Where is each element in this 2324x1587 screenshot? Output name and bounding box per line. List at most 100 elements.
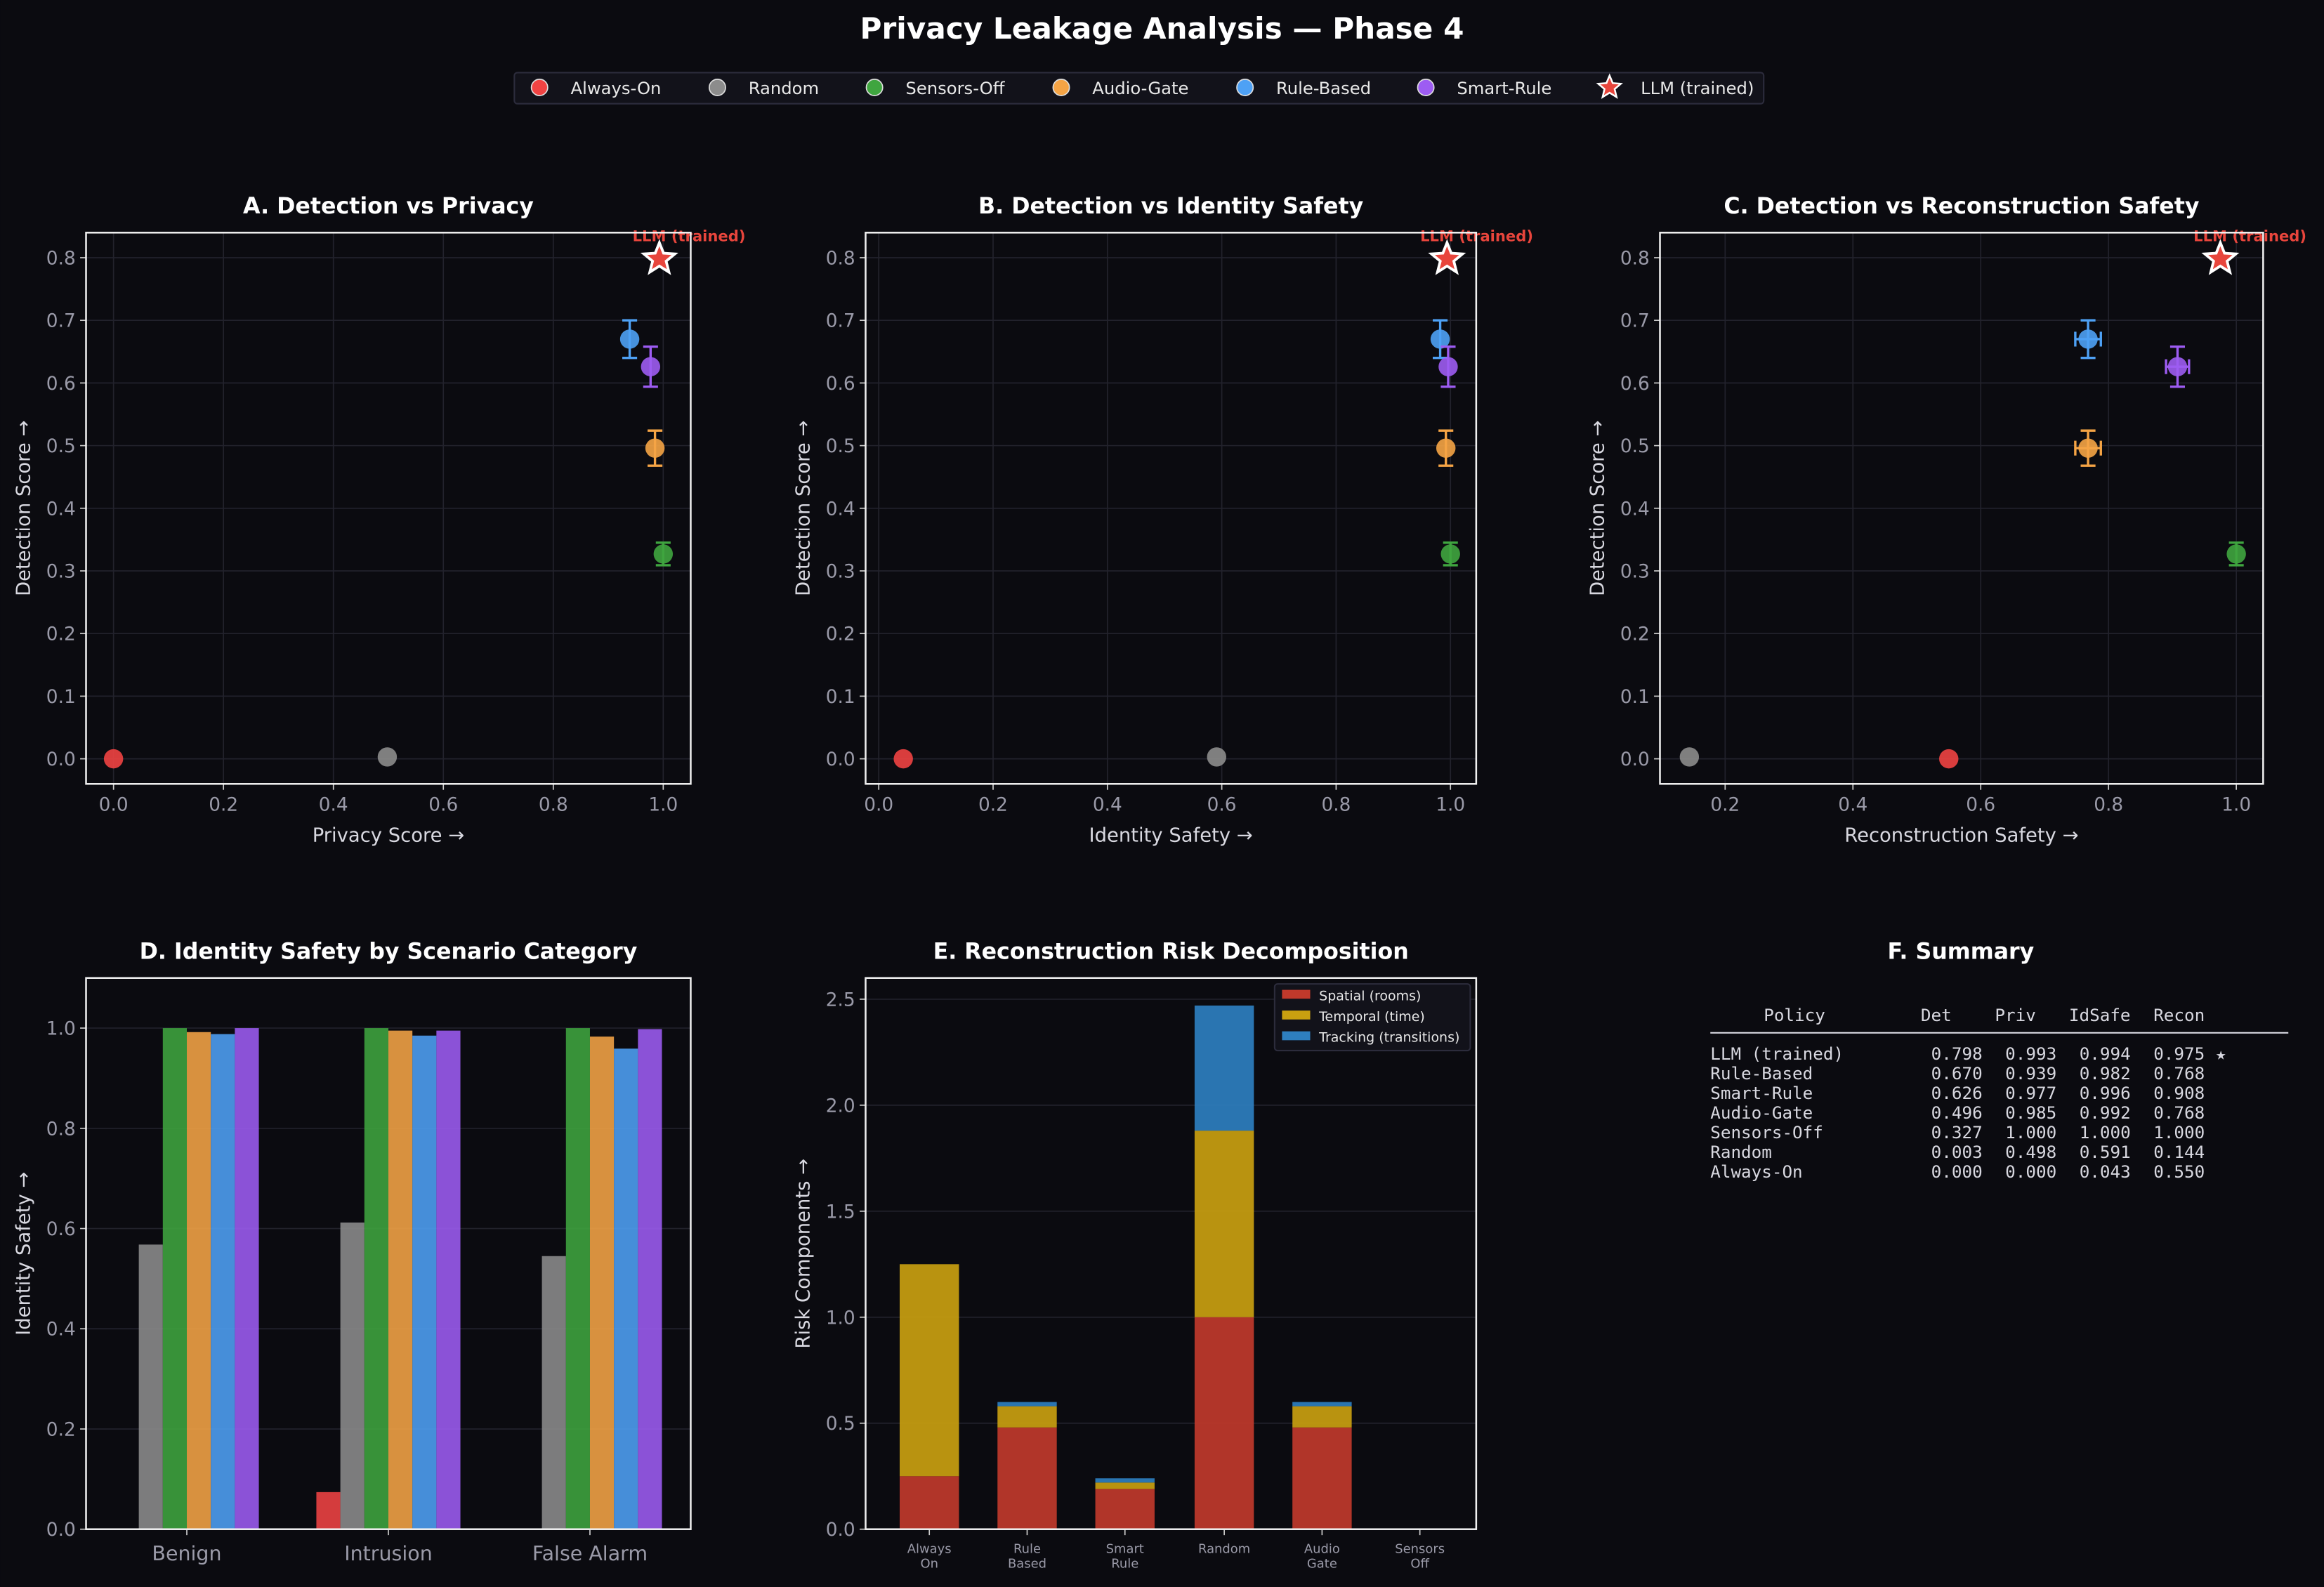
legend-label: Tracking (transitions) — [1318, 1029, 1459, 1045]
point-smart-rule — [2165, 345, 2191, 388]
stacked-bar-spatial — [997, 1427, 1057, 1529]
point-rule-based — [2074, 319, 2102, 360]
point-always-on — [893, 749, 913, 769]
legend-item-audio-gate: Audio-Gate — [1052, 78, 1188, 98]
stacked-bar-tracking — [1095, 1478, 1155, 1483]
y-tick-label: 0.0 — [46, 1520, 76, 1541]
legend-label: Rule-Based — [1276, 78, 1371, 98]
table-header-policy: Policy — [1764, 1005, 1825, 1025]
table-row: Rule-Based 0.670 0.939 0.982 0.768 — [1710, 1063, 2205, 1084]
point-rule-based — [619, 319, 640, 360]
policy-name: Rule-Based — [1710, 1063, 1813, 1084]
table-cell: 1.000 — [2005, 1122, 2056, 1142]
scatter-marker — [1939, 749, 1959, 769]
stacked-bar-spatial — [1194, 1317, 1254, 1529]
panel-title: A. Detection vs Privacy — [243, 194, 534, 219]
panel-title: C. Detection vs Reconstruction Safety — [1724, 194, 2199, 219]
policy-name: Always-On — [1710, 1161, 1802, 1182]
scatter-marker — [1436, 438, 1456, 458]
category-label: Rule Based — [1008, 1541, 1046, 1571]
legend-label: Audio-Gate — [1092, 78, 1188, 98]
y-tick-label: 0.2 — [46, 624, 76, 645]
category-label: Audio Gate — [1304, 1541, 1340, 1571]
y-tick-label: 1.0 — [46, 1019, 76, 1040]
bar-random — [138, 1244, 163, 1529]
category-label-line: Smart — [1106, 1541, 1144, 1556]
x-tick-label: 0.8 — [1321, 794, 1351, 815]
panel-B: B. Detection vs Identity Safety 0.0 0.1 0.2… — [792, 194, 1533, 847]
category-label: Always On — [907, 1541, 952, 1571]
y-tick-label: 0.8 — [826, 248, 855, 269]
point-llm-trained-: LLM (trained) — [633, 227, 746, 275]
point-audio-gate — [645, 429, 665, 467]
stacked-bar-spatial — [899, 1476, 959, 1529]
plot-area — [865, 977, 1476, 1529]
legend-item-smart-rule: Smart-Rule — [1417, 78, 1551, 98]
x-axis-label: Privacy Score → — [313, 825, 465, 847]
point-random — [377, 747, 398, 767]
x-tick-label: 0.6 — [428, 794, 458, 815]
table-cell: 0.144 — [2153, 1142, 2205, 1162]
scatter-marker — [1430, 329, 1450, 349]
bar-random — [541, 1256, 566, 1529]
category-label: Intrusion — [344, 1542, 433, 1565]
category-label-line: On — [920, 1557, 938, 1572]
table-cell: 0.975 — [2153, 1043, 2205, 1064]
llm-annotation: LLM (trained) — [633, 227, 746, 244]
y-tick-label: 0.1 — [826, 687, 855, 708]
table-cell: 0.798 — [1931, 1043, 1983, 1064]
stacked-bar-tracking — [997, 1402, 1057, 1407]
x-tick-label: 1.0 — [648, 794, 678, 815]
panel-E: E. Reconstruction Risk Decomposition 0.0 0… — [792, 939, 1478, 1572]
legend-circle-marker — [865, 79, 884, 96]
category-label-line: Gate — [1307, 1557, 1337, 1572]
category-label: Smart Rule — [1106, 1541, 1144, 1571]
category-label-line: Rule — [1013, 1541, 1041, 1556]
y-tick-label: 0.0 — [826, 1520, 855, 1541]
y-axis-label: Identity Safety → — [13, 1172, 34, 1336]
x-tick-label: 0.6 — [1966, 794, 1995, 815]
legend-swatch — [1282, 1031, 1311, 1041]
llm-annotation: LLM (trained) — [2193, 227, 2306, 244]
y-tick-label: 0.7 — [826, 311, 855, 332]
scatter-marker — [103, 749, 124, 769]
bar-audio-gate — [589, 1036, 615, 1529]
legend-item-random: Random — [708, 78, 819, 98]
category-label-line: Off — [1410, 1557, 1429, 1572]
y-tick-label: 0.4 — [1620, 499, 1650, 520]
y-tick-label: 0.4 — [46, 499, 76, 520]
y-tick-label: 0.5 — [826, 1414, 855, 1435]
legend-box — [513, 72, 1765, 105]
policy-name: Random — [1710, 1142, 1772, 1162]
y-tick-label: 0.5 — [46, 436, 76, 457]
panel-title: F. Summary — [1887, 939, 2034, 964]
bar-random — [340, 1222, 365, 1529]
table-cell: 0.498 — [2005, 1142, 2056, 1162]
table-cell: 0.003 — [1931, 1142, 1983, 1162]
x-tick-label: 0.6 — [1207, 794, 1237, 815]
table-header-priv: Priv — [1995, 1005, 2035, 1025]
llm-star-marker — [2201, 239, 2240, 275]
panel-legend: Spatial (rooms) Temporal (time) Tracking (… — [1273, 983, 1471, 1052]
table-cell: 0.496 — [1931, 1102, 1983, 1123]
panel-title: D. Identity Safety by Scenario Category — [140, 939, 638, 964]
table-cell: 0.000 — [2005, 1161, 2056, 1182]
x-tick-label: 0.0 — [864, 794, 893, 815]
legend-item-sensors-off: Sensors-Off — [865, 78, 1006, 98]
scatter-marker — [641, 357, 661, 376]
bar-rule-based — [211, 1034, 235, 1529]
x-tick-label: 0.2 — [1710, 794, 1740, 815]
policy-name: LLM (trained) — [1710, 1043, 1844, 1064]
y-tick-label: 0.5 — [826, 436, 855, 457]
x-axis-label: Identity Safety → — [1089, 825, 1253, 847]
legend-item-always-on: Always-On — [530, 78, 661, 98]
table-header-idsafe: IdSafe — [2069, 1005, 2131, 1025]
figure-legend: Always-On Random Sensors-Off Audio-Gate Rule… — [513, 72, 1765, 105]
table-cell: 0.993 — [2005, 1043, 2056, 1064]
scatter-marker — [653, 544, 674, 564]
scatter-marker — [1679, 747, 1700, 767]
x-tick-label: 0.4 — [319, 794, 348, 815]
stacked-bar-temporal — [1095, 1482, 1155, 1489]
y-tick-label: 0.4 — [826, 499, 855, 520]
